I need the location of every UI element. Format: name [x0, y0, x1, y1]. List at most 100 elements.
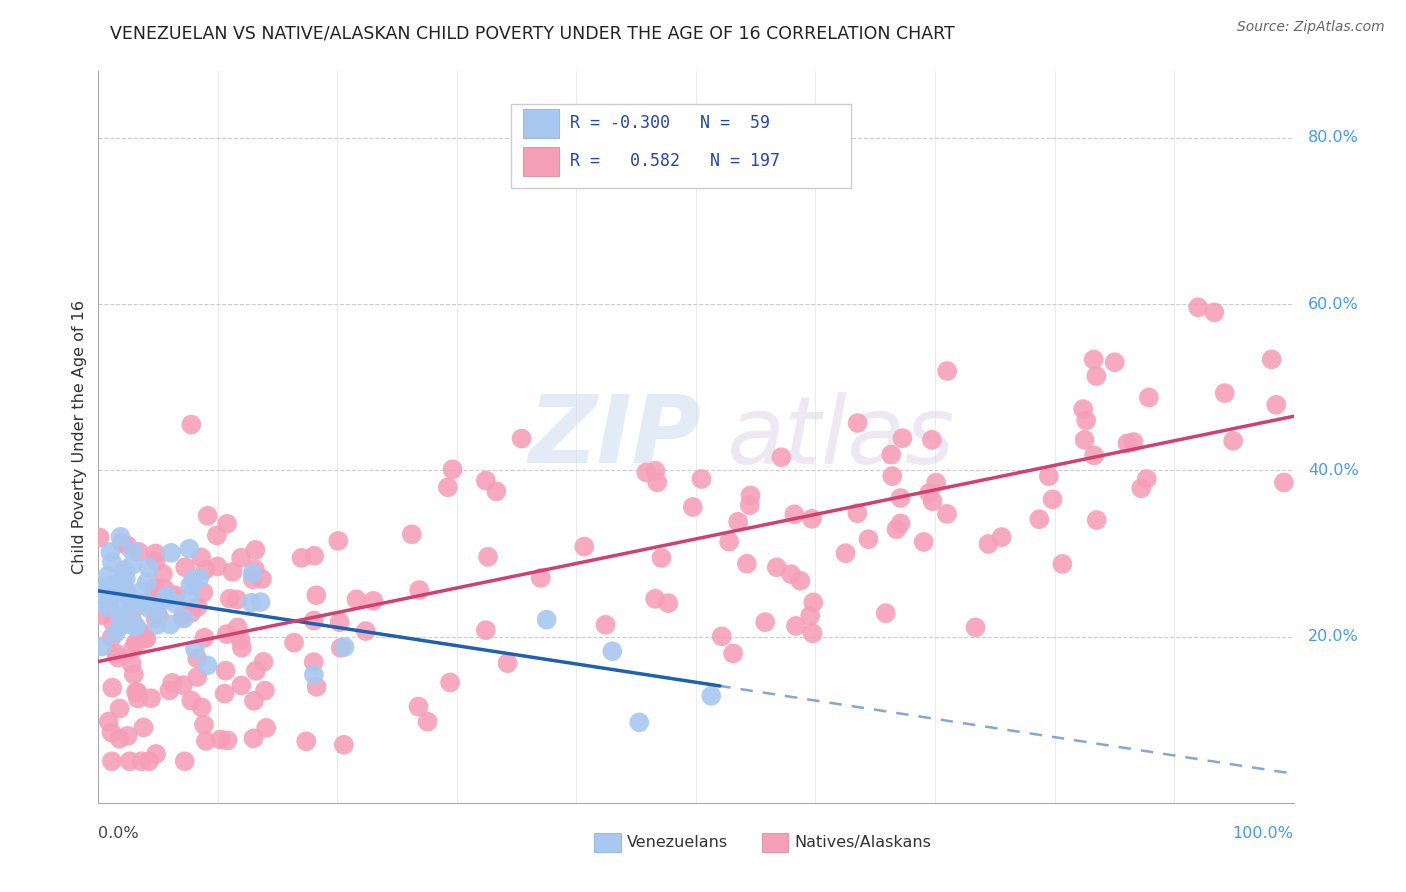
Point: [875, 606, 897, 620]
Point: [165, 588, 187, 602]
Point: [921, 494, 943, 508]
Point: [159, 617, 181, 632]
Point: [97, 579, 120, 593]
Point: [990, 530, 1012, 544]
Point: [226, 592, 249, 607]
Point: [135, 575, 157, 590]
Point: [918, 486, 941, 500]
Text: VENEZUELAN VS NATIVE/ALASKAN CHILD POVERTY UNDER THE AGE OF 16 CORRELATION CHART: VENEZUELAN VS NATIVE/ALASKAN CHILD POVER…: [111, 24, 955, 42]
Point: [215, 627, 238, 641]
Point: [858, 532, 880, 546]
Point: [111, 572, 134, 586]
Point: [184, 642, 207, 657]
Point: [1187, 301, 1209, 315]
Point: [574, 540, 596, 554]
Point: [194, 562, 217, 576]
Point: [122, 667, 145, 681]
Point: [148, 609, 170, 624]
Point: [129, 596, 152, 610]
Point: [700, 689, 723, 703]
Point: [179, 541, 201, 556]
Point: [100, 631, 122, 645]
Point: [253, 683, 276, 698]
Point: [1204, 305, 1226, 319]
Point: [131, 628, 153, 642]
Point: [180, 417, 202, 432]
Point: [101, 555, 124, 569]
Point: [194, 734, 217, 748]
Point: [354, 624, 377, 638]
Point: [138, 560, 160, 574]
Point: [1104, 355, 1126, 369]
Point: [1085, 513, 1108, 527]
Point: [142, 587, 165, 601]
Point: [145, 554, 167, 568]
Point: [243, 694, 266, 708]
Point: [644, 464, 666, 478]
Point: [215, 516, 238, 531]
Point: [333, 738, 356, 752]
Point: [122, 641, 145, 656]
Point: [801, 595, 824, 609]
Point: [925, 475, 948, 490]
Point: [143, 581, 166, 595]
Text: atlas: atlas: [725, 392, 955, 483]
Point: [242, 566, 264, 581]
Point: [302, 667, 325, 681]
Point: [800, 512, 823, 526]
Point: [880, 448, 903, 462]
Point: [138, 754, 160, 768]
Point: [122, 619, 145, 633]
Point: [302, 614, 325, 628]
Point: [105, 647, 128, 661]
Point: [780, 567, 803, 582]
Point: [117, 729, 139, 743]
Point: [485, 484, 508, 499]
Text: Source: ZipAtlas.com: Source: ZipAtlas.com: [1237, 20, 1385, 34]
Point: [416, 714, 439, 729]
Point: [108, 731, 131, 746]
Point: [250, 572, 273, 586]
Point: [1137, 391, 1160, 405]
Point: [333, 640, 356, 654]
Point: [290, 550, 312, 565]
Point: [104, 625, 127, 640]
Point: [101, 754, 124, 768]
Point: [96, 590, 118, 604]
Point: [117, 539, 139, 553]
Point: [690, 472, 713, 486]
Point: [128, 545, 150, 559]
Point: [145, 546, 167, 560]
Bar: [595, 833, 620, 852]
Point: [125, 599, 148, 614]
Point: [146, 603, 169, 617]
Point: [657, 596, 679, 610]
Point: [1052, 557, 1074, 571]
Point: [231, 678, 253, 692]
Point: [229, 550, 252, 565]
Point: [90, 608, 112, 623]
Point: [179, 589, 201, 603]
Text: ZIP: ZIP: [529, 391, 702, 483]
Point: [89, 531, 111, 545]
Point: [96, 600, 118, 615]
Point: [188, 571, 211, 585]
Text: R =   0.582   N = 197: R = 0.582 N = 197: [571, 153, 780, 170]
Point: [628, 715, 651, 730]
Point: [160, 675, 183, 690]
Text: Natives/Alaskans: Natives/Alaskans: [794, 835, 931, 850]
Point: [118, 592, 141, 607]
Point: [965, 620, 987, 634]
Text: 40.0%: 40.0%: [1308, 463, 1358, 478]
Point: [197, 658, 219, 673]
Point: [114, 564, 136, 578]
Point: [1085, 369, 1108, 384]
Point: [530, 571, 553, 585]
Point: [129, 624, 152, 639]
Point: [242, 572, 264, 586]
Point: [710, 629, 733, 643]
Point: [125, 619, 148, 633]
Point: [145, 747, 167, 761]
Point: [1213, 386, 1236, 401]
Text: 60.0%: 60.0%: [1308, 297, 1358, 311]
